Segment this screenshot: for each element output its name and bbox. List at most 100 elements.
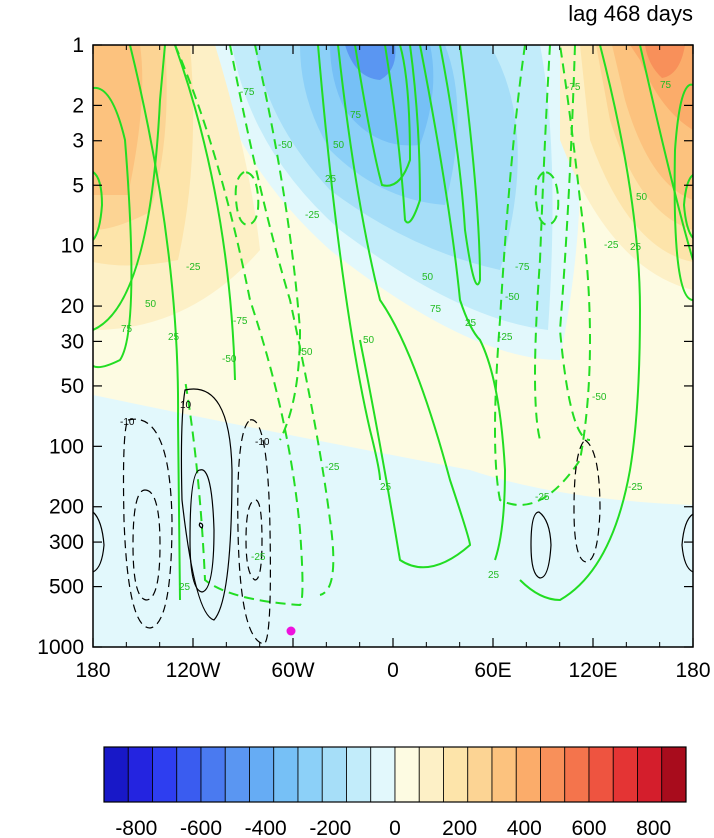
y-tick-label: 20 <box>61 295 84 318</box>
y-tick-label: 300 <box>49 531 84 554</box>
contour-label: 25 <box>325 174 337 185</box>
contour-labels: 75 50 25 -25 -75 -50 -75 -50 -25 -50 -25… <box>120 80 672 593</box>
contour-label: 75 <box>121 324 133 335</box>
contour-label: -75 <box>240 87 255 98</box>
contour-label: 75 <box>430 304 442 315</box>
contour-label: 50 <box>422 272 434 283</box>
contour-label: -25 <box>498 332 513 343</box>
colorbar-swatch <box>249 746 275 803</box>
contour-label: 75 <box>350 110 362 121</box>
colorbar-swatch <box>152 746 178 803</box>
y-tick-label: 10 <box>61 235 84 258</box>
contour-label: 25 <box>179 582 191 593</box>
y-tick-label: 3 <box>72 130 84 153</box>
contour-label: -25 <box>535 492 550 503</box>
contour-label: -50 <box>592 392 607 403</box>
colorbar-swatch <box>127 746 153 803</box>
contour-label: -25 <box>325 462 340 473</box>
contour-label: 50 <box>363 335 375 346</box>
y-tick-label: 1000 <box>37 636 84 659</box>
contour-label: 50 <box>145 299 157 310</box>
y-tick-label: 1 <box>72 34 84 57</box>
contour-label: 50 <box>636 192 648 203</box>
y-tick-label: 500 <box>49 576 84 599</box>
contour-label: 25 <box>630 242 642 253</box>
black-negative-contours <box>122 418 601 645</box>
chart-title: lag 468 days <box>568 1 693 26</box>
colorbar-swatch <box>540 746 566 803</box>
x-tick-label: 0 <box>387 659 399 682</box>
colorbar-swatch <box>443 746 469 803</box>
black-positive-contours <box>93 388 693 621</box>
colorbar-label: 800 <box>636 817 671 838</box>
x-tick-label: 120W <box>166 659 221 682</box>
x-tick-label: 180 <box>675 659 710 682</box>
contour-label: -25 <box>186 262 201 273</box>
x-axis: 180 120W 60W 0 60E 120E 180 <box>75 45 711 682</box>
colorbar-label: 0 <box>389 817 401 838</box>
y-axis: 1 2 3 5 10 20 30 50 100 200 300 500 1000 <box>37 34 693 659</box>
contour-label: -10 <box>120 417 135 428</box>
x-tick-label: 180 <box>75 659 110 682</box>
contour-label: -25 <box>628 482 643 493</box>
colorbar-swatch <box>370 746 396 803</box>
colorbar-swatch <box>467 746 493 803</box>
colorbar-swatch <box>321 746 347 803</box>
colorbar-swatch <box>418 746 444 803</box>
colorbar-swatch <box>564 746 590 803</box>
y-tick-label: 5 <box>72 174 84 197</box>
colorbar-label: 200 <box>442 817 477 838</box>
contour-label: -25 <box>251 552 266 563</box>
contour-label: -25 <box>604 240 619 251</box>
contour-label: 25 <box>465 318 477 329</box>
contour-label: -10 <box>255 437 270 448</box>
colorbar-swatch <box>612 746 638 803</box>
x-tick-label: 60E <box>474 659 511 682</box>
colorbar-swatch <box>588 746 614 803</box>
contour-label: 50 <box>333 140 345 151</box>
colorbar-swatch <box>346 746 372 803</box>
colorbar-label: 400 <box>507 817 542 838</box>
contour-label: -50 <box>505 292 520 303</box>
colorbar-swatch <box>200 746 226 803</box>
colorbar-label: -400 <box>245 817 287 838</box>
green-negative-contours <box>174 45 591 607</box>
x-tick-label: 120E <box>568 659 617 682</box>
contour-label: 25 <box>380 482 392 493</box>
colorbar-swatch <box>103 746 129 803</box>
plot-area: 75 50 25 -25 -75 -50 -75 -50 -25 -50 -25… <box>93 45 693 647</box>
colorbar-swatch <box>515 746 541 803</box>
y-tick-label: 200 <box>49 496 84 519</box>
y-tick-label: 2 <box>72 94 84 117</box>
y-tick-label: 100 <box>49 435 84 458</box>
contour-label: 75 <box>660 80 672 91</box>
contour-label: 10 <box>180 400 192 411</box>
colorbar-label: -800 <box>115 817 157 838</box>
y-tick-label: 30 <box>61 330 84 353</box>
colorbar-swatch <box>661 746 687 803</box>
contour-label: -75 <box>566 82 581 93</box>
colorbar-swatch <box>273 746 299 803</box>
colorbar-swatch <box>491 746 517 803</box>
colorbar: -800 -600 -400 -200 0 200 400 600 800 <box>103 746 687 838</box>
colorbar-label: 600 <box>571 817 606 838</box>
colorbar-frame <box>103 746 687 803</box>
contour-label: -75 <box>515 262 530 273</box>
contour-label: -75 <box>233 316 248 327</box>
colorbar-swatch <box>394 746 420 803</box>
x-tick-label: 60W <box>271 659 314 682</box>
contour-label: -50 <box>298 347 313 358</box>
y-tick-label: 50 <box>61 375 84 398</box>
colorbar-label: -200 <box>309 817 351 838</box>
green-positive-contours <box>93 45 693 602</box>
contour-label: -25 <box>305 210 320 221</box>
contour-label: 25 <box>488 570 500 581</box>
colorbar-label: -600 <box>180 817 222 838</box>
contour-label: -50 <box>278 140 293 151</box>
colorbar-swatch <box>176 746 202 803</box>
contour-label: -50 <box>222 354 237 365</box>
location-marker <box>286 626 296 636</box>
contour-label: 25 <box>168 332 180 343</box>
colorbar-swatch <box>297 746 323 803</box>
